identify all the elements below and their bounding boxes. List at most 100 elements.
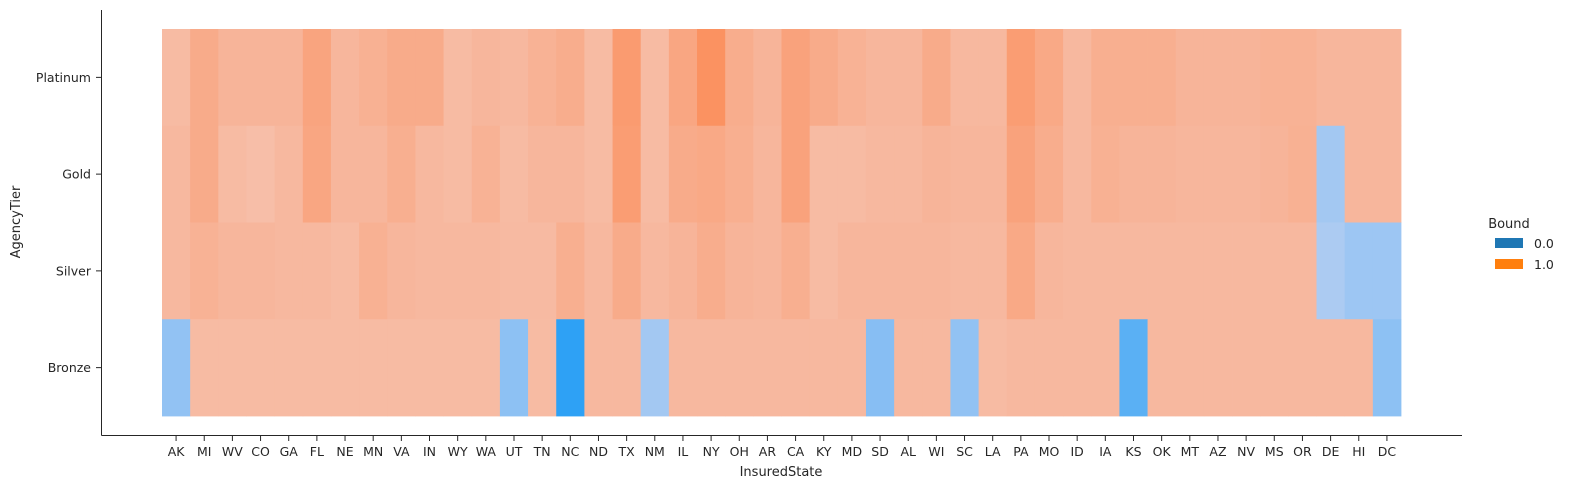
heatmap-cell-platinum-va — [387, 29, 416, 127]
x-tick-label: MN — [363, 444, 383, 459]
heatmap-cell-silver-az — [1203, 222, 1233, 320]
heatmap-cell-platinum-ut — [499, 29, 529, 127]
x-tick-label: MD — [842, 444, 862, 459]
heatmap-cells — [162, 29, 1402, 417]
heatmap-cell-gold-or — [1288, 125, 1317, 223]
heatmap-cell-silver-ky — [809, 222, 839, 320]
heatmap-cell-bronze-id — [1063, 319, 1092, 417]
x-tick-label: CA — [787, 444, 805, 459]
heatmap-cell-gold-nv — [1232, 125, 1261, 223]
heatmap-cell-bronze-nd — [584, 319, 613, 417]
heatmap-cell-gold-ks — [1119, 125, 1148, 223]
heatmap-cell-silver-pa — [1006, 222, 1036, 320]
heatmap-cell-gold-id — [1063, 125, 1092, 223]
heatmap-cell-silver-ms — [1260, 222, 1289, 320]
x-tick-label: SD — [871, 444, 889, 459]
heatmap-cell-gold-az — [1203, 125, 1233, 223]
x-tick-label: FL — [310, 444, 324, 459]
legend-swatch — [1495, 259, 1523, 269]
heatmap-cell-platinum-co — [246, 29, 276, 127]
x-tick-label: ND — [589, 444, 608, 459]
heatmap-cell-platinum-la — [978, 29, 1008, 127]
heatmap-cell-bronze-co — [246, 319, 276, 417]
heatmap-cell-silver-mi — [190, 222, 219, 320]
heatmap-cell-gold-la — [978, 125, 1008, 223]
heatmap-cell-platinum-or — [1288, 29, 1317, 127]
axes — [101, 10, 1462, 436]
x-tick-label: WI — [928, 444, 944, 459]
heatmap-cell-platinum-md — [837, 29, 867, 127]
heatmap-cell-platinum-tx — [612, 29, 642, 127]
heatmap-cell-bronze-tx — [612, 319, 642, 417]
heatmap-cell-platinum-in — [415, 29, 444, 127]
x-tick-label: MT — [1181, 444, 1200, 459]
heatmap-cell-gold-ar — [753, 125, 782, 223]
heatmap-cell-bronze-la — [978, 319, 1008, 417]
heatmap-cell-gold-oh — [725, 125, 754, 223]
heatmap-cell-gold-nd — [584, 125, 613, 223]
x-tick-label: AK — [168, 444, 186, 459]
heatmap-cell-silver-sc — [950, 222, 980, 320]
heatmap-cell-gold-de — [1316, 125, 1346, 223]
heatmap-cell-bronze-dc — [1372, 319, 1402, 417]
heatmap-cell-gold-ga — [274, 125, 304, 223]
heatmap-cell-platinum-ar — [753, 29, 782, 127]
heatmap-cell-bronze-fl — [302, 319, 332, 417]
heatmap-cell-platinum-nd — [584, 29, 613, 127]
x-tick-label: UT — [506, 444, 523, 459]
heatmap-cell-gold-ia — [1091, 125, 1120, 223]
heatmap-cell-gold-ut — [499, 125, 529, 223]
heatmap-cell-platinum-wv — [218, 29, 247, 127]
heatmap-cell-gold-md — [837, 125, 867, 223]
heatmap-cell-platinum-fl — [302, 29, 332, 127]
heatmap-cell-platinum-oh — [725, 29, 754, 127]
y-axis-ticks: Platinum Gold Silver Bronze — [36, 70, 102, 375]
x-tick-label: LA — [985, 444, 1001, 459]
heatmap-cell-silver-wy — [443, 222, 473, 320]
heatmap-cell-platinum-az — [1203, 29, 1233, 127]
heatmap-cell-silver-ne — [330, 222, 360, 320]
x-tick-label: TX — [618, 444, 636, 459]
heatmap-cell-gold-nm — [640, 125, 670, 223]
heatmap-cell-platinum-ne — [330, 29, 360, 127]
x-tick-label: WA — [476, 444, 497, 459]
heatmap-cell-silver-ar — [753, 222, 782, 320]
y-tick-label: Bronze — [48, 360, 92, 375]
heatmap-cell-bronze-mn — [359, 319, 388, 417]
x-tick-label: IA — [1099, 444, 1112, 459]
x-tick-label: AR — [759, 444, 777, 459]
heatmap-cell-bronze-il — [668, 319, 698, 417]
heatmap-cell-platinum-id — [1063, 29, 1092, 127]
heatmap-cell-silver-tx — [612, 222, 642, 320]
heatmap-cell-silver-va — [387, 222, 416, 320]
heatmap-cell-silver-nd — [584, 222, 613, 320]
heatmap-cell-bronze-az — [1203, 319, 1233, 417]
y-tick-label: Silver — [56, 263, 92, 278]
heatmap-cell-silver-nc — [556, 222, 585, 320]
heatmap-cell-platinum-ak — [162, 29, 191, 127]
heatmap-cell-silver-mt — [1175, 222, 1205, 320]
heatmap-cell-gold-sd — [865, 125, 895, 223]
heatmap-cell-gold-ok — [1147, 125, 1177, 223]
heatmap-cell-platinum-sd — [865, 29, 895, 127]
heatmap-cell-platinum-wa — [471, 29, 501, 127]
y-axis-title: AgencyTier — [9, 185, 24, 258]
heatmap-cell-bronze-or — [1288, 319, 1317, 417]
x-tick-label: SC — [956, 444, 973, 459]
legend-swatch — [1495, 238, 1523, 248]
x-tick-label: AZ — [1209, 444, 1226, 459]
heatmap-cell-bronze-in — [415, 319, 444, 417]
heatmap-cell-bronze-ar — [753, 319, 782, 417]
heatmap-cell-silver-nm — [640, 222, 670, 320]
heatmap-cell-platinum-dc — [1372, 29, 1402, 127]
x-tick-label: OR — [1293, 444, 1312, 459]
heatmap-cell-platinum-ny — [697, 29, 726, 127]
heatmap-cell-bronze-mi — [190, 319, 219, 417]
x-axis-title: InsuredState — [740, 465, 823, 480]
heatmap-cell-platinum-mi — [190, 29, 219, 127]
heatmap-cell-bronze-oh — [725, 319, 754, 417]
heatmap-cell-bronze-ks — [1119, 319, 1148, 417]
heatmap-cell-gold-tx — [612, 125, 642, 223]
heatmap-cell-bronze-nv — [1232, 319, 1261, 417]
